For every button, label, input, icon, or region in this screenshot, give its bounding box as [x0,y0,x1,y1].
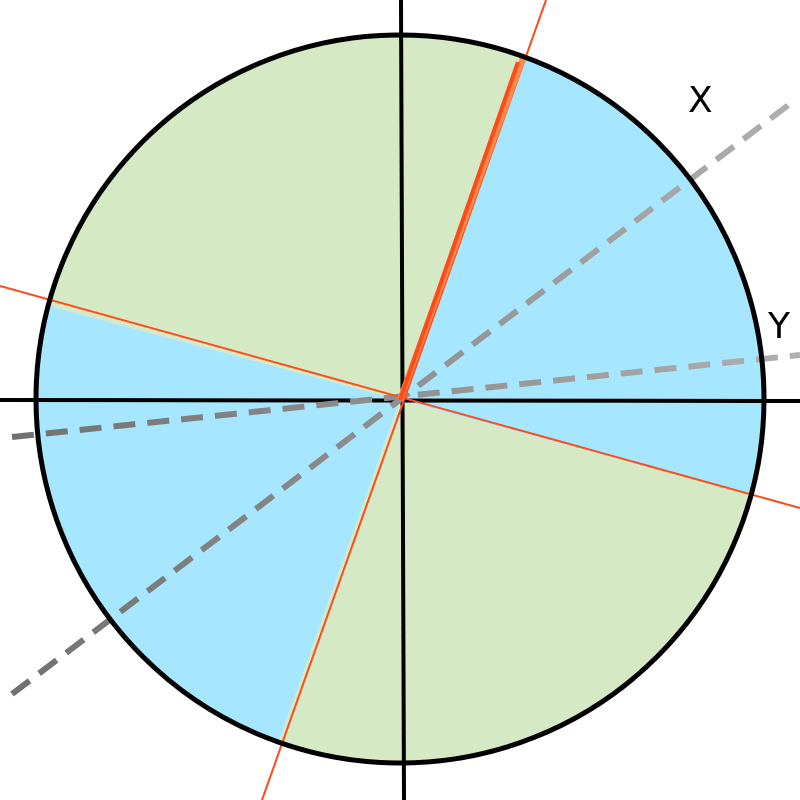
circle-outline [33,32,767,766]
dashed-line-y [11,352,800,440]
label-x: X [688,80,713,121]
sector-blue-lower-left [37,306,401,744]
sector-green-lower-right [278,400,750,765]
label-y: Y [767,306,791,347]
red-line-thick [398,61,520,401]
